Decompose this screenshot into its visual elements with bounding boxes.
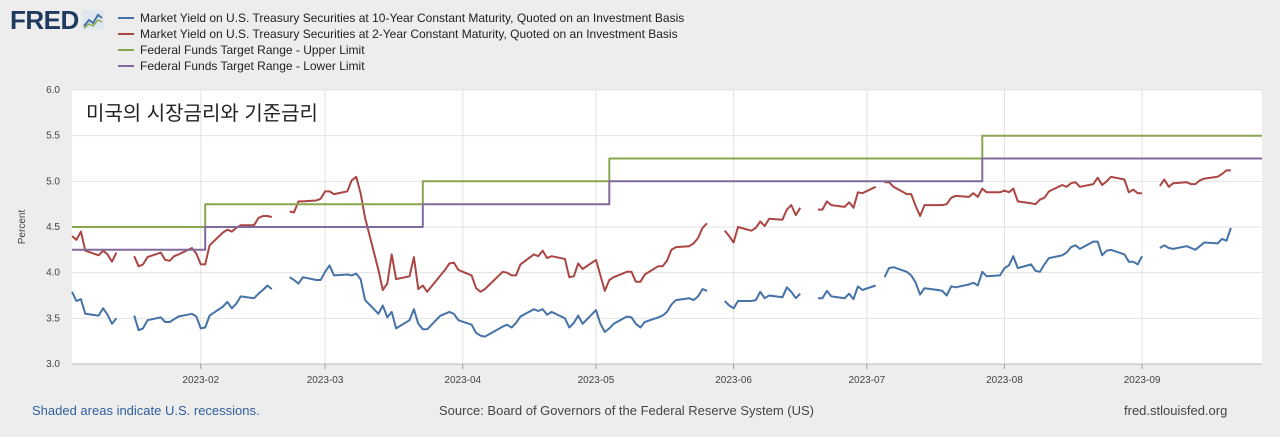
legend-item-10y[interactable]: Market Yield on U.S. Treasury Securities… <box>118 10 684 26</box>
y-tick-label: 4.0 <box>46 268 60 279</box>
legend-swatch-upper <box>118 49 134 51</box>
y-axis-label: Percent <box>17 210 28 245</box>
y-tick-label: 3.0 <box>46 359 60 370</box>
source-note: Source: Board of Governors of the Federa… <box>439 403 814 418</box>
y-tick-label: 5.5 <box>46 131 60 142</box>
x-tick-label: 2023-06 <box>715 375 752 386</box>
legend-swatch-lower <box>118 65 134 67</box>
y-tick-label: 6.0 <box>46 85 60 96</box>
series-10y-yield <box>723 286 801 310</box>
legend-item-lower[interactable]: Federal Funds Target Range - Lower Limit <box>118 58 684 74</box>
series-2y-yield <box>723 204 802 244</box>
y-tick-label: 3.5 <box>46 313 60 324</box>
chart-title: 미국의 시장금리와 기준금리 <box>86 102 318 125</box>
y-tick-label: 4.5 <box>46 222 60 233</box>
series-10y-yield <box>289 264 708 338</box>
x-tick-label: 2023-08 <box>986 375 1023 386</box>
series-10y-yield <box>883 240 1143 297</box>
fred-site-link[interactable]: fred.stlouisfed.org <box>1124 403 1228 418</box>
legend-swatch-2y <box>118 33 134 35</box>
series-2y-yield <box>818 185 877 211</box>
series-fed-lower <box>72 157 1262 251</box>
recessions-note[interactable]: Shaded areas indicate U.S. recessions. <box>32 403 260 418</box>
legend-label-upper: Federal Funds Target Range - Upper Limit <box>140 43 365 57</box>
series-2y-yield <box>71 230 118 263</box>
series-10y-yield <box>133 284 273 332</box>
legend-swatch-10y <box>118 17 134 19</box>
x-tick-label: 2023-05 <box>578 375 615 386</box>
legend-item-2y[interactable]: Market Yield on U.S. Treasury Securities… <box>118 26 684 42</box>
series-fed-upper <box>72 134 1262 228</box>
series-2y-yield <box>133 215 273 268</box>
y-tick-label: 5.0 <box>46 176 60 187</box>
x-tick-label: 2023-09 <box>1124 375 1161 386</box>
x-tick-label: 2023-03 <box>307 375 344 386</box>
series-10y-yield <box>71 291 118 325</box>
series-10y-yield <box>818 284 877 301</box>
legend-label-2y: Market Yield on U.S. Treasury Securities… <box>140 27 678 41</box>
x-tick-label: 2023-07 <box>848 375 885 386</box>
legend-label-10y: Market Yield on U.S. Treasury Securities… <box>140 11 685 25</box>
series-layer <box>71 134 1262 338</box>
fred-logo-text: FRED <box>10 5 79 35</box>
chart-legend: Market Yield on U.S. Treasury Securities… <box>118 10 684 74</box>
series-10y-yield <box>1159 227 1232 251</box>
fred-chart-icon <box>81 10 104 30</box>
series-2y-yield <box>289 175 708 293</box>
series-2y-yield <box>1159 169 1231 188</box>
series-2y-yield <box>884 175 1143 217</box>
axis-layer: 6.0 5.5 5.0 4.5 4.0 3.5 3.0 2023-02 2023-03 2023-… <box>46 85 1262 386</box>
fred-logo[interactable]: FRED <box>10 6 104 34</box>
x-tick-label: 2023-04 <box>444 375 481 386</box>
x-tick-label: 2023-02 <box>182 375 219 386</box>
legend-item-upper[interactable]: Federal Funds Target Range - Upper Limit <box>118 42 684 58</box>
legend-label-lower: Federal Funds Target Range - Lower Limit <box>140 59 365 73</box>
